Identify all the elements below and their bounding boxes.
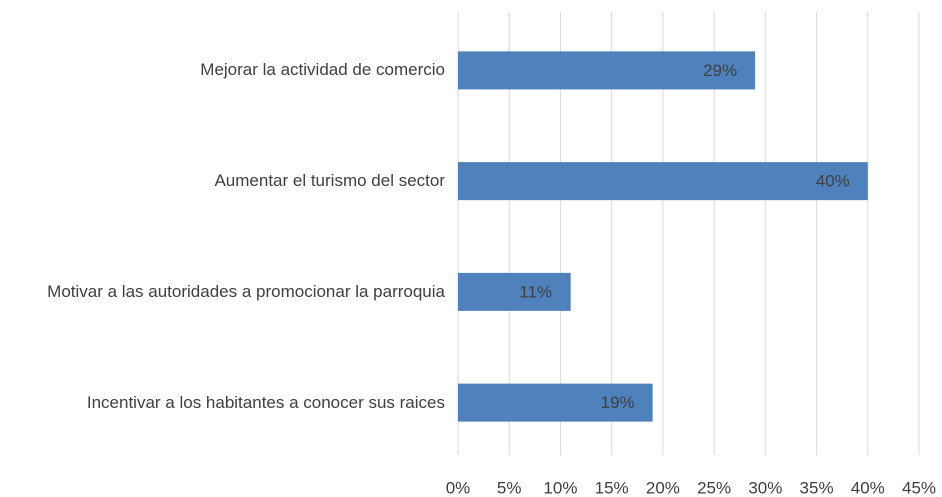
y-tick-label: Motivar a las autoridades a promocionar … (5, 280, 445, 304)
value-label: 29% (703, 61, 737, 80)
y-tick-label: Aumentar el turismo del sector (5, 169, 445, 193)
bar (458, 162, 868, 201)
x-tick-label: 10% (543, 478, 577, 497)
x-tick-label: 40% (851, 478, 885, 497)
x-tick-label: 45% (902, 478, 936, 497)
bar (458, 383, 653, 422)
bar (458, 272, 571, 311)
x-tick-label: 20% (646, 478, 680, 497)
x-tick-label: 15% (595, 478, 629, 497)
x-tick-label: 25% (697, 478, 731, 497)
value-label: 40% (816, 172, 850, 191)
value-label: 19% (601, 393, 635, 412)
x-tick-label: 35% (800, 478, 834, 497)
x-tick-label: 0% (446, 478, 471, 497)
value-label: 11% (519, 282, 552, 301)
y-tick-text: Mejorar la actividad de comercio (200, 60, 445, 80)
y-tick-text: Aumentar el turismo del sector (214, 171, 445, 191)
y-tick-text: Motivar a las autoridades a promocionar … (47, 281, 445, 301)
y-tick-label: Incentivar a los habitantes a conocer su… (5, 391, 445, 415)
y-tick-text: Incentivar a los habitantes a conocer su… (86, 392, 445, 412)
bar (458, 51, 756, 90)
y-tick-label: Mejorar la actividad de comercio (5, 58, 445, 82)
x-tick-label: 5% (497, 478, 522, 497)
x-tick-label: 30% (748, 478, 782, 497)
